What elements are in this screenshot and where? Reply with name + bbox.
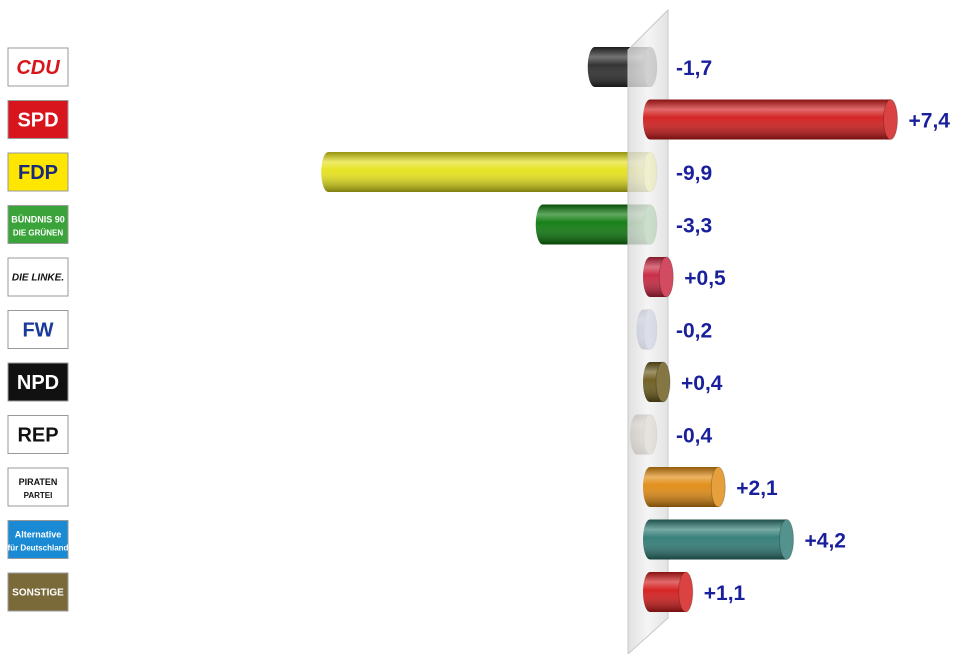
- value-label-sonstige: +1,1: [704, 582, 746, 605]
- bar-piraten-partei: [643, 466, 726, 508]
- logo-piraten-partei: PIRATEN PARTEI: [7, 467, 69, 507]
- logo-sonstige: SONSTIGE: [7, 572, 69, 612]
- logo-fw: FW: [7, 310, 69, 349]
- logo-alternative-f-r-deutschland: Alternative für Deutschland: [7, 520, 69, 559]
- svg-text:DIE GRÜNEN: DIE GRÜNEN: [13, 229, 63, 238]
- value-label-npd: +0,4: [681, 372, 723, 395]
- logo-npd: NPD: [7, 362, 69, 402]
- logo-b-ndnis-90-die-gr-nen: BÜNDNIS 90 DIE GRÜNEN: [7, 205, 69, 244]
- bars-in-front-of-axis: [643, 99, 898, 613]
- value-label-alternative-f-r-deutschland: +4,2: [805, 530, 846, 553]
- svg-text:FDP: FDP: [18, 162, 58, 184]
- party-logos: CDU SPD FDP BÜNDNIS 90 DIE GRÜNEN DIE LINKE. F…: [7, 47, 69, 612]
- value-label-rep: -0,4: [676, 425, 713, 448]
- svg-text:PIRATEN: PIRATEN: [19, 477, 58, 487]
- bar-npd: [643, 361, 671, 403]
- bars-behind-axis: [321, 46, 658, 455]
- svg-text:PARTEI: PARTEI: [24, 491, 53, 500]
- svg-text:DIE LINKE.: DIE LINKE.: [12, 273, 64, 284]
- svg-text:FW: FW: [22, 320, 53, 342]
- svg-text:REP: REP: [17, 425, 58, 447]
- value-label-die-linke: +0,5: [684, 267, 726, 290]
- svg-text:SPD: SPD: [17, 110, 58, 132]
- value-label-b-ndnis-90-die-gr-nen: -3,3: [676, 215, 712, 238]
- value-labels: -1,7 +7,4 -9,9 -3,3 +0,5 -0,2 +0,4 -0,4 +2,1 +4,2…: [676, 57, 950, 605]
- svg-text:NPD: NPD: [17, 372, 59, 394]
- value-label-fw: -0,2: [676, 320, 712, 343]
- logo-cdu: CDU: [7, 47, 69, 87]
- bar-fdp: [321, 151, 658, 193]
- svg-text:CDU: CDU: [16, 57, 60, 79]
- value-label-piraten-partei: +2,1: [736, 477, 778, 500]
- bar-spd: [643, 99, 898, 140]
- svg-text:für Deutschland: für Deutschland: [8, 544, 69, 553]
- value-label-spd: +7,4: [909, 110, 951, 133]
- svg-text:Alternative: Alternative: [15, 530, 62, 540]
- svg-text:BÜNDNIS 90: BÜNDNIS 90: [11, 215, 65, 225]
- bar-alternative-f-r-deutschland: [643, 519, 794, 560]
- svg-text:SONSTIGE: SONSTIGE: [12, 588, 64, 599]
- value-label-cdu: -1,7: [676, 57, 712, 80]
- value-label-fdp: -9,9: [676, 162, 712, 185]
- logo-spd: SPD: [7, 100, 69, 139]
- bar-sonstige: [643, 571, 694, 613]
- logo-rep: REP: [7, 415, 69, 454]
- logo-die-linke: DIE LINKE.: [7, 257, 69, 297]
- logo-fdp: FDP: [7, 152, 69, 192]
- bar-die-linke: [643, 256, 674, 298]
